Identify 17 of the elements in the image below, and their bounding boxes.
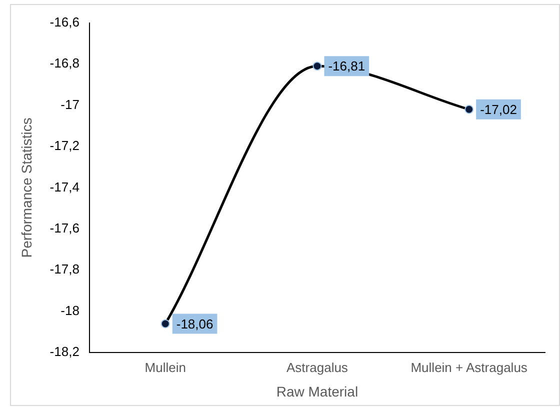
- data-label: -16,81: [328, 58, 366, 74]
- y-tick-label: -17: [60, 96, 80, 112]
- x-tick-label: Mullein + Astragalus: [410, 360, 528, 375]
- y-tick-label: -16,6: [50, 14, 80, 30]
- x-tick-label: Astragalus: [286, 360, 348, 375]
- y-tick-label: -16,8: [50, 56, 80, 71]
- y-axis-title: Performance Statistics: [18, 118, 34, 258]
- y-tick-label: -17,2: [50, 138, 80, 154]
- x-axis-title: Raw Material: [276, 383, 358, 400]
- data-label: -17,02: [480, 102, 517, 117]
- y-tick-label: -17,8: [50, 262, 80, 277]
- y-tick-label: -18: [60, 302, 80, 318]
- y-tick-label: -17,6: [50, 220, 80, 236]
- x-tick-label: Mullein: [144, 360, 186, 375]
- y-tick-label: -17,4: [50, 179, 80, 194]
- y-tick-label: -18,2: [50, 344, 80, 360]
- data-label: -18,06: [176, 316, 214, 332]
